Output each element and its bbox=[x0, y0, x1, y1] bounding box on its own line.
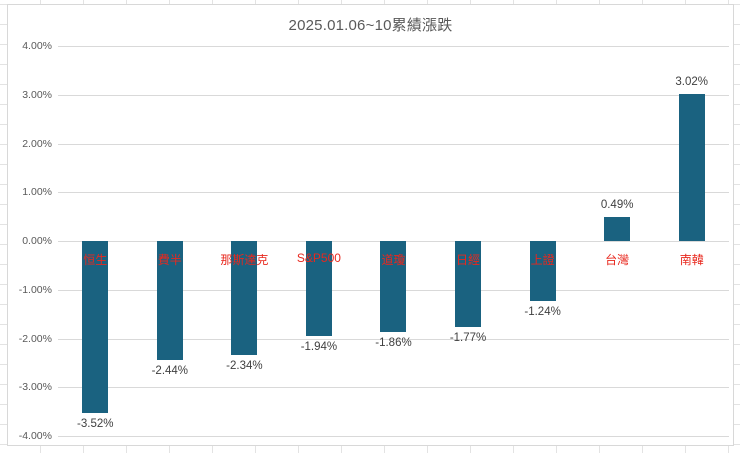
bar bbox=[604, 217, 631, 241]
category-label: 道瓊 bbox=[381, 253, 406, 267]
bar-column: -1.77% 日經 bbox=[431, 46, 506, 436]
bar bbox=[678, 93, 705, 241]
bar-column: 0.49% 台灣 bbox=[580, 46, 655, 436]
plot-area: -3.52% 恒生 -2.44% 費半 -2.34% 那斯達克 -1.94% S&P500 -1… bbox=[58, 46, 729, 437]
gridline bbox=[58, 192, 729, 194]
gridline bbox=[58, 94, 729, 96]
bar bbox=[305, 241, 332, 336]
y-axis-tick-label: 3.00% bbox=[22, 88, 52, 101]
y-axis-tick-label: -3.00% bbox=[18, 381, 52, 394]
y-axis-tick-label: 0.00% bbox=[22, 235, 52, 247]
value-label: -1.94% bbox=[300, 340, 338, 353]
category-label: 費半 bbox=[157, 253, 182, 267]
bar-column: -1.24% 上證 bbox=[505, 46, 580, 436]
bar bbox=[82, 241, 109, 413]
bar bbox=[529, 241, 556, 302]
gridline bbox=[58, 143, 729, 145]
gridline bbox=[58, 46, 729, 47]
value-label: -1.24% bbox=[524, 306, 561, 319]
bar-column: -1.94% S&P500 bbox=[282, 46, 357, 436]
chart-canvas[interactable]: 2025.01.06~10累績漲跌 4.00% 3.00% 2.00% 1.00% 0.… bbox=[7, 4, 734, 446]
category-label: 那斯達克 bbox=[220, 253, 269, 267]
gridline bbox=[58, 436, 729, 437]
bar bbox=[156, 241, 183, 360]
y-axis-tick-label: -2.00% bbox=[18, 332, 52, 345]
y-axis: 4.00% 3.00% 2.00% 1.00% 0.00% -1.00% -2.00% -3.… bbox=[8, 40, 52, 442]
category-label: 上證 bbox=[530, 253, 555, 267]
chart-title: 2025.01.06~10累績漲跌 bbox=[288, 17, 453, 34]
value-label: 0.49% bbox=[600, 199, 634, 212]
y-axis-tick-label: 4.00% bbox=[22, 40, 52, 52]
bar bbox=[455, 241, 482, 328]
value-label: -1.86% bbox=[375, 336, 412, 349]
bar-column: -2.44% 費半 bbox=[133, 46, 208, 436]
bar-column: -2.34% 那斯達克 bbox=[207, 46, 282, 436]
category-label: 恒生 bbox=[83, 253, 108, 267]
y-axis-tick-label: 2.00% bbox=[22, 137, 52, 150]
value-label: -2.34% bbox=[226, 360, 263, 373]
value-label: -2.44% bbox=[151, 364, 189, 377]
category-label: 台灣 bbox=[605, 253, 630, 267]
bar-column: -1.86% 道瓊 bbox=[356, 46, 431, 436]
category-label: 南韓 bbox=[679, 253, 704, 267]
bar-column: 3.02% 南韓 bbox=[654, 46, 729, 436]
bar bbox=[380, 241, 407, 332]
category-label: 日經 bbox=[456, 253, 481, 267]
bar bbox=[231, 241, 258, 356]
y-axis-tick-label: -4.00% bbox=[18, 430, 52, 442]
y-axis-tick-label: -1.00% bbox=[18, 283, 52, 296]
value-label: -1.77% bbox=[449, 332, 487, 345]
bar-column: -3.52% 恒生 bbox=[58, 46, 133, 436]
value-label: 3.02% bbox=[675, 75, 709, 88]
y-axis-tick-label: 1.00% bbox=[22, 186, 52, 199]
value-label: -3.52% bbox=[77, 417, 114, 430]
gridline bbox=[58, 387, 729, 389]
category-label: S&P500 bbox=[296, 251, 341, 265]
gridline bbox=[58, 338, 729, 340]
